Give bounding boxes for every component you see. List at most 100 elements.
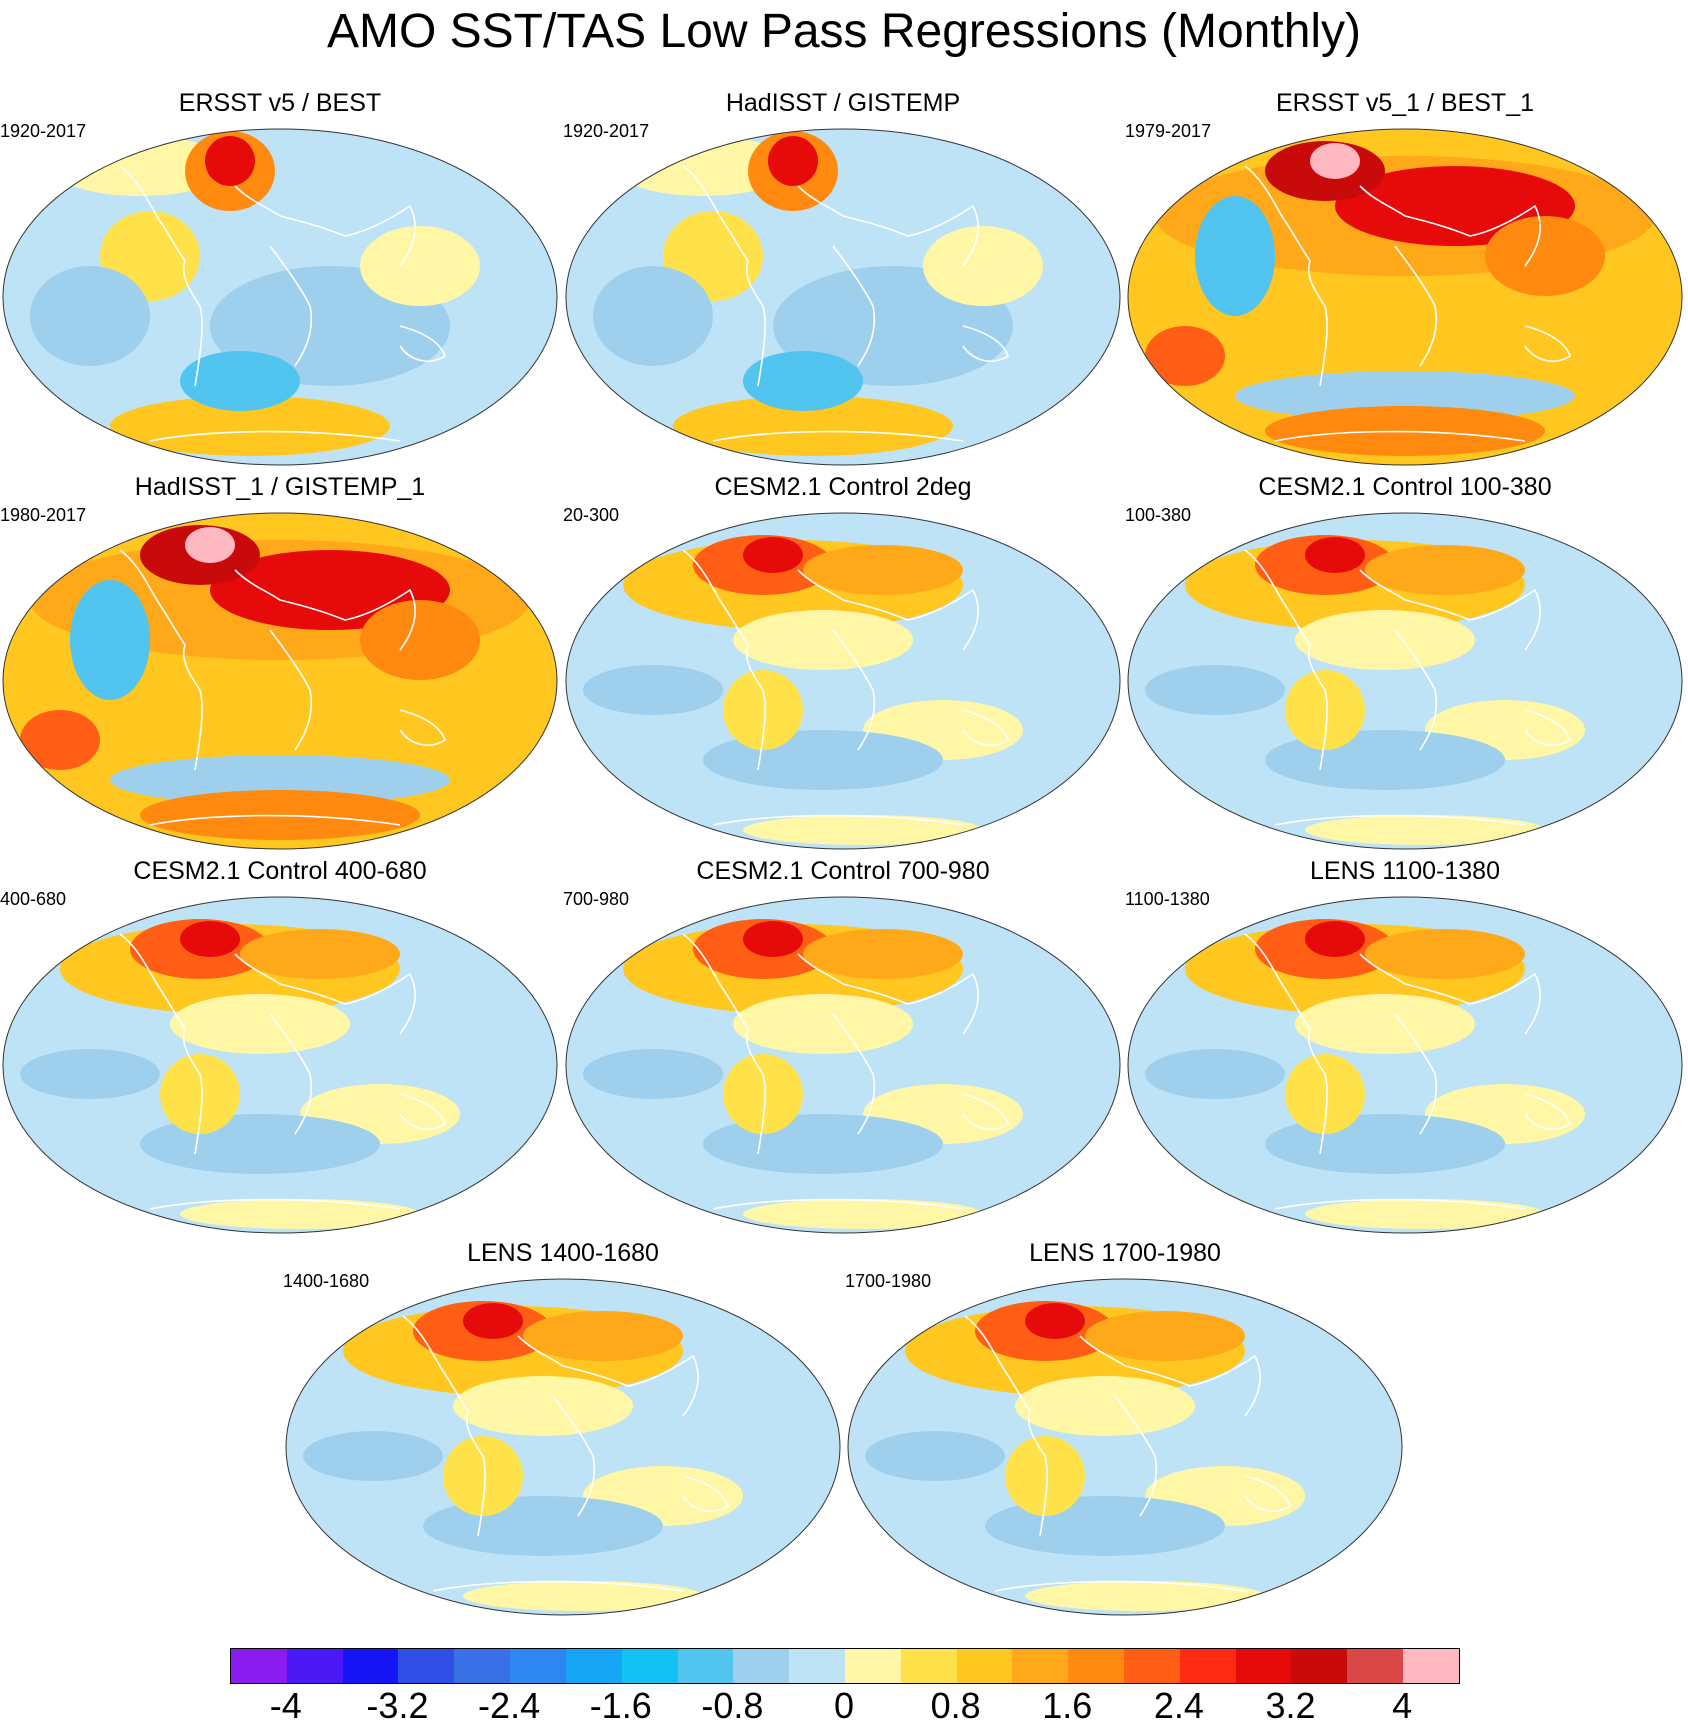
colorbar-tick-label: -1.6 (589, 1685, 652, 1726)
coastline (119, 933, 203, 1155)
anomaly-region (1025, 1303, 1085, 1339)
anomaly-region (180, 921, 240, 957)
colorbar-swatch (231, 1649, 287, 1683)
colorbar-swatch (1235, 1649, 1292, 1683)
colorbar-tick-label: -4 (269, 1685, 302, 1726)
anomaly-region (723, 1054, 803, 1134)
anomaly-region (463, 1581, 703, 1611)
anomaly-region (1295, 994, 1475, 1054)
panel-title: CESM2.1 Control 2deg (714, 473, 972, 501)
colorbar-swatch (956, 1649, 1013, 1683)
anomaly-region (160, 1054, 240, 1134)
anomaly-region (1365, 545, 1525, 595)
world-map (1127, 128, 1683, 466)
coastline (712, 1198, 964, 1210)
anomaly-region (723, 670, 803, 750)
map-outline (2, 128, 558, 466)
coastline (1394, 1013, 1438, 1135)
coastline (402, 1315, 486, 1537)
colorbar-swatch (677, 1649, 734, 1683)
panel-title: HadISST / GISTEMP (725, 89, 961, 117)
coastline (149, 814, 401, 826)
colorbar (230, 1648, 1460, 1684)
panel-period: 1920-2017 (563, 121, 650, 141)
map-panel: HadISST / GISTEMP 1920-2017 (563, 88, 1123, 468)
anomaly-region (30, 266, 150, 366)
coastline (399, 709, 446, 746)
anomaly-region (1015, 1376, 1195, 1436)
coastline (682, 165, 766, 387)
anomaly-region (360, 600, 480, 680)
coastline (962, 325, 1009, 362)
colorbar-tick-label: 4 (1392, 1685, 1413, 1726)
colorbar-tick-label: 0 (833, 1685, 855, 1726)
coastline (119, 165, 203, 387)
coastline (234, 569, 416, 651)
world-map (565, 512, 1121, 850)
panel-title: LENS 1700-1980 (1029, 1239, 1221, 1267)
coastline (1244, 549, 1328, 771)
anomaly-region (673, 396, 953, 456)
map-panel: CESM2.1 Control 400-680 400-680 (0, 856, 560, 1236)
anomaly-region (463, 1303, 523, 1339)
colorbar-swatch (510, 1649, 566, 1683)
coastline (269, 1013, 313, 1135)
panel-period: 100-380 (1125, 505, 1192, 525)
coastline (1394, 245, 1438, 367)
coastline (399, 1093, 446, 1130)
colorbar-swatch (286, 1649, 343, 1683)
anomaly-region (1145, 326, 1225, 386)
world-map (2, 128, 558, 466)
panel-period: 1979-2017 (1125, 121, 1212, 141)
map-outline (565, 512, 1121, 850)
colorbar-swatch (621, 1649, 678, 1683)
anomaly-region (70, 580, 150, 700)
anomaly-region (1305, 921, 1365, 957)
anomaly-region (1145, 1049, 1285, 1099)
colorbar-swatch (1291, 1649, 1348, 1683)
colorbar-swatch (1403, 1649, 1459, 1683)
colorbar-swatch (1068, 1649, 1124, 1683)
coastline (1359, 953, 1541, 1035)
coastline (1244, 1475, 1291, 1512)
anomaly-region (583, 1049, 723, 1099)
coastline (832, 245, 876, 367)
coastline (1114, 1395, 1158, 1517)
coastline (552, 1395, 596, 1517)
coastline (1359, 185, 1541, 267)
anomaly-region (1365, 929, 1525, 979)
map-panel: LENS 1700-1980 1700-1980 (845, 1238, 1405, 1618)
coastline (517, 1335, 699, 1417)
colorbar-swatch (1124, 1649, 1180, 1683)
map-outline (565, 128, 1121, 466)
coastline (149, 1198, 401, 1210)
coastline (1244, 165, 1328, 387)
anomaly-region (180, 1199, 420, 1229)
anomaly-region (1305, 537, 1365, 573)
map-outline (285, 1278, 841, 1616)
map-panel: LENS 1100-1380 1100-1380 (1125, 856, 1685, 1236)
world-map (1127, 512, 1683, 850)
colorbar-swatch (1179, 1649, 1236, 1683)
colorbar-swatch (844, 1649, 901, 1683)
colorbar-tick-label: 0.8 (930, 1685, 981, 1726)
coastline (994, 1580, 1246, 1592)
coastline (399, 325, 446, 362)
coastline (1079, 1335, 1261, 1417)
map-outline (1127, 896, 1683, 1234)
panel-period: 1100-1380 (1125, 889, 1210, 909)
coastline (712, 430, 964, 442)
anomaly-region (1305, 815, 1545, 845)
coastline (1244, 933, 1328, 1155)
world-map (565, 128, 1121, 466)
anomaly-region (583, 665, 723, 715)
anomaly-region (743, 351, 863, 411)
panel-period: 1980-2017 (0, 505, 87, 525)
anomaly-region (453, 1376, 633, 1436)
anomaly-region (240, 929, 400, 979)
coastline (149, 430, 401, 442)
colorbar-tick-label: -3.2 (366, 1685, 429, 1726)
colorbar-tick-label: -2.4 (478, 1685, 541, 1726)
anomaly-region (803, 929, 963, 979)
coastline (269, 245, 313, 367)
